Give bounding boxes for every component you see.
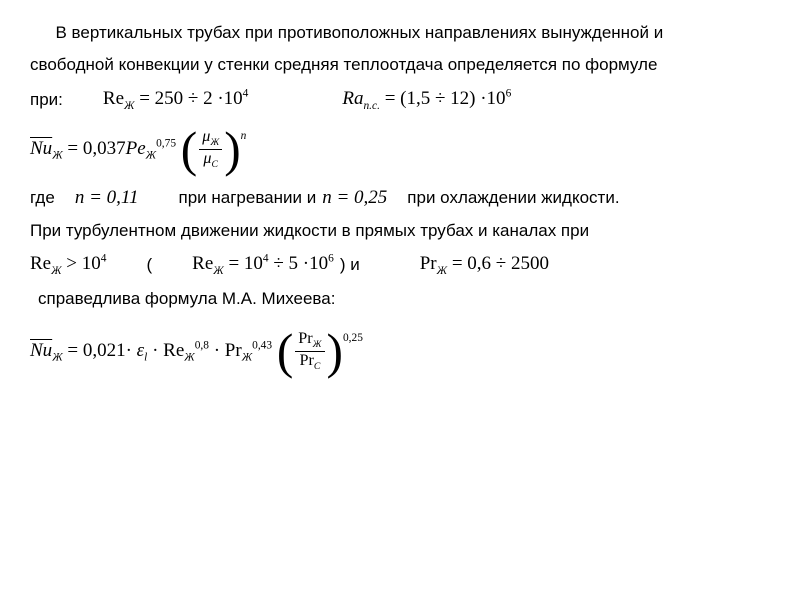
n-value-1: n = 0,11	[75, 184, 139, 213]
document-page: В вертикальных трубах при противоположны…	[0, 0, 800, 406]
heating-text: при нагревании и	[178, 185, 316, 211]
intro-line-1: В вертикальных трубах при противоположны…	[30, 20, 770, 46]
n-value-2: n = 0,25	[322, 184, 387, 213]
ra-range-eq: Raп.с. = (1,5 ÷ 12) ·106	[342, 85, 511, 115]
close-paren-i: ) и	[340, 252, 360, 278]
re-gt-eq: ReЖ > 104	[30, 250, 106, 280]
re-range2-eq: ReЖ = 104 ÷ 5 ·106	[192, 250, 334, 280]
gde-label: где	[30, 185, 55, 211]
nusselt-equation-1: NuЖ = 0,037PeЖ0,75 ( μЖ μС ) n	[30, 129, 770, 170]
open-paren: (	[146, 252, 152, 278]
nusselt-equation-2: NuЖ = 0,021· εl · ReЖ0,8 · PrЖ0,43 ( PrЖ…	[30, 331, 770, 372]
turbulent-condition-row: ReЖ > 104 ( ReЖ = 104 ÷ 5 ·106 ) и PrЖ =…	[30, 250, 770, 280]
intro-line-2: свободной конвекции у стенки средняя теп…	[30, 52, 770, 78]
n-definition-row: где n = 0,11 при нагревании и n = 0,25 п…	[30, 184, 770, 213]
turbulent-text-row: При турбулентном движении жидкости в пря…	[30, 218, 770, 244]
pri-label: при:	[30, 87, 63, 113]
cooling-text: при охлаждении жидкости.	[407, 185, 619, 211]
condition-row: при: ReЖ = 250 ÷ 2 ·104 Raп.с. = (1,5 ÷ …	[30, 85, 770, 115]
pr-range-eq: PrЖ = 0,6 ÷ 2500	[420, 250, 549, 280]
re-range-eq: ReЖ = 250 ÷ 2 ·104	[103, 85, 248, 115]
mikheev-text-row: справедлива формула М.А. Михеева:	[38, 286, 770, 312]
